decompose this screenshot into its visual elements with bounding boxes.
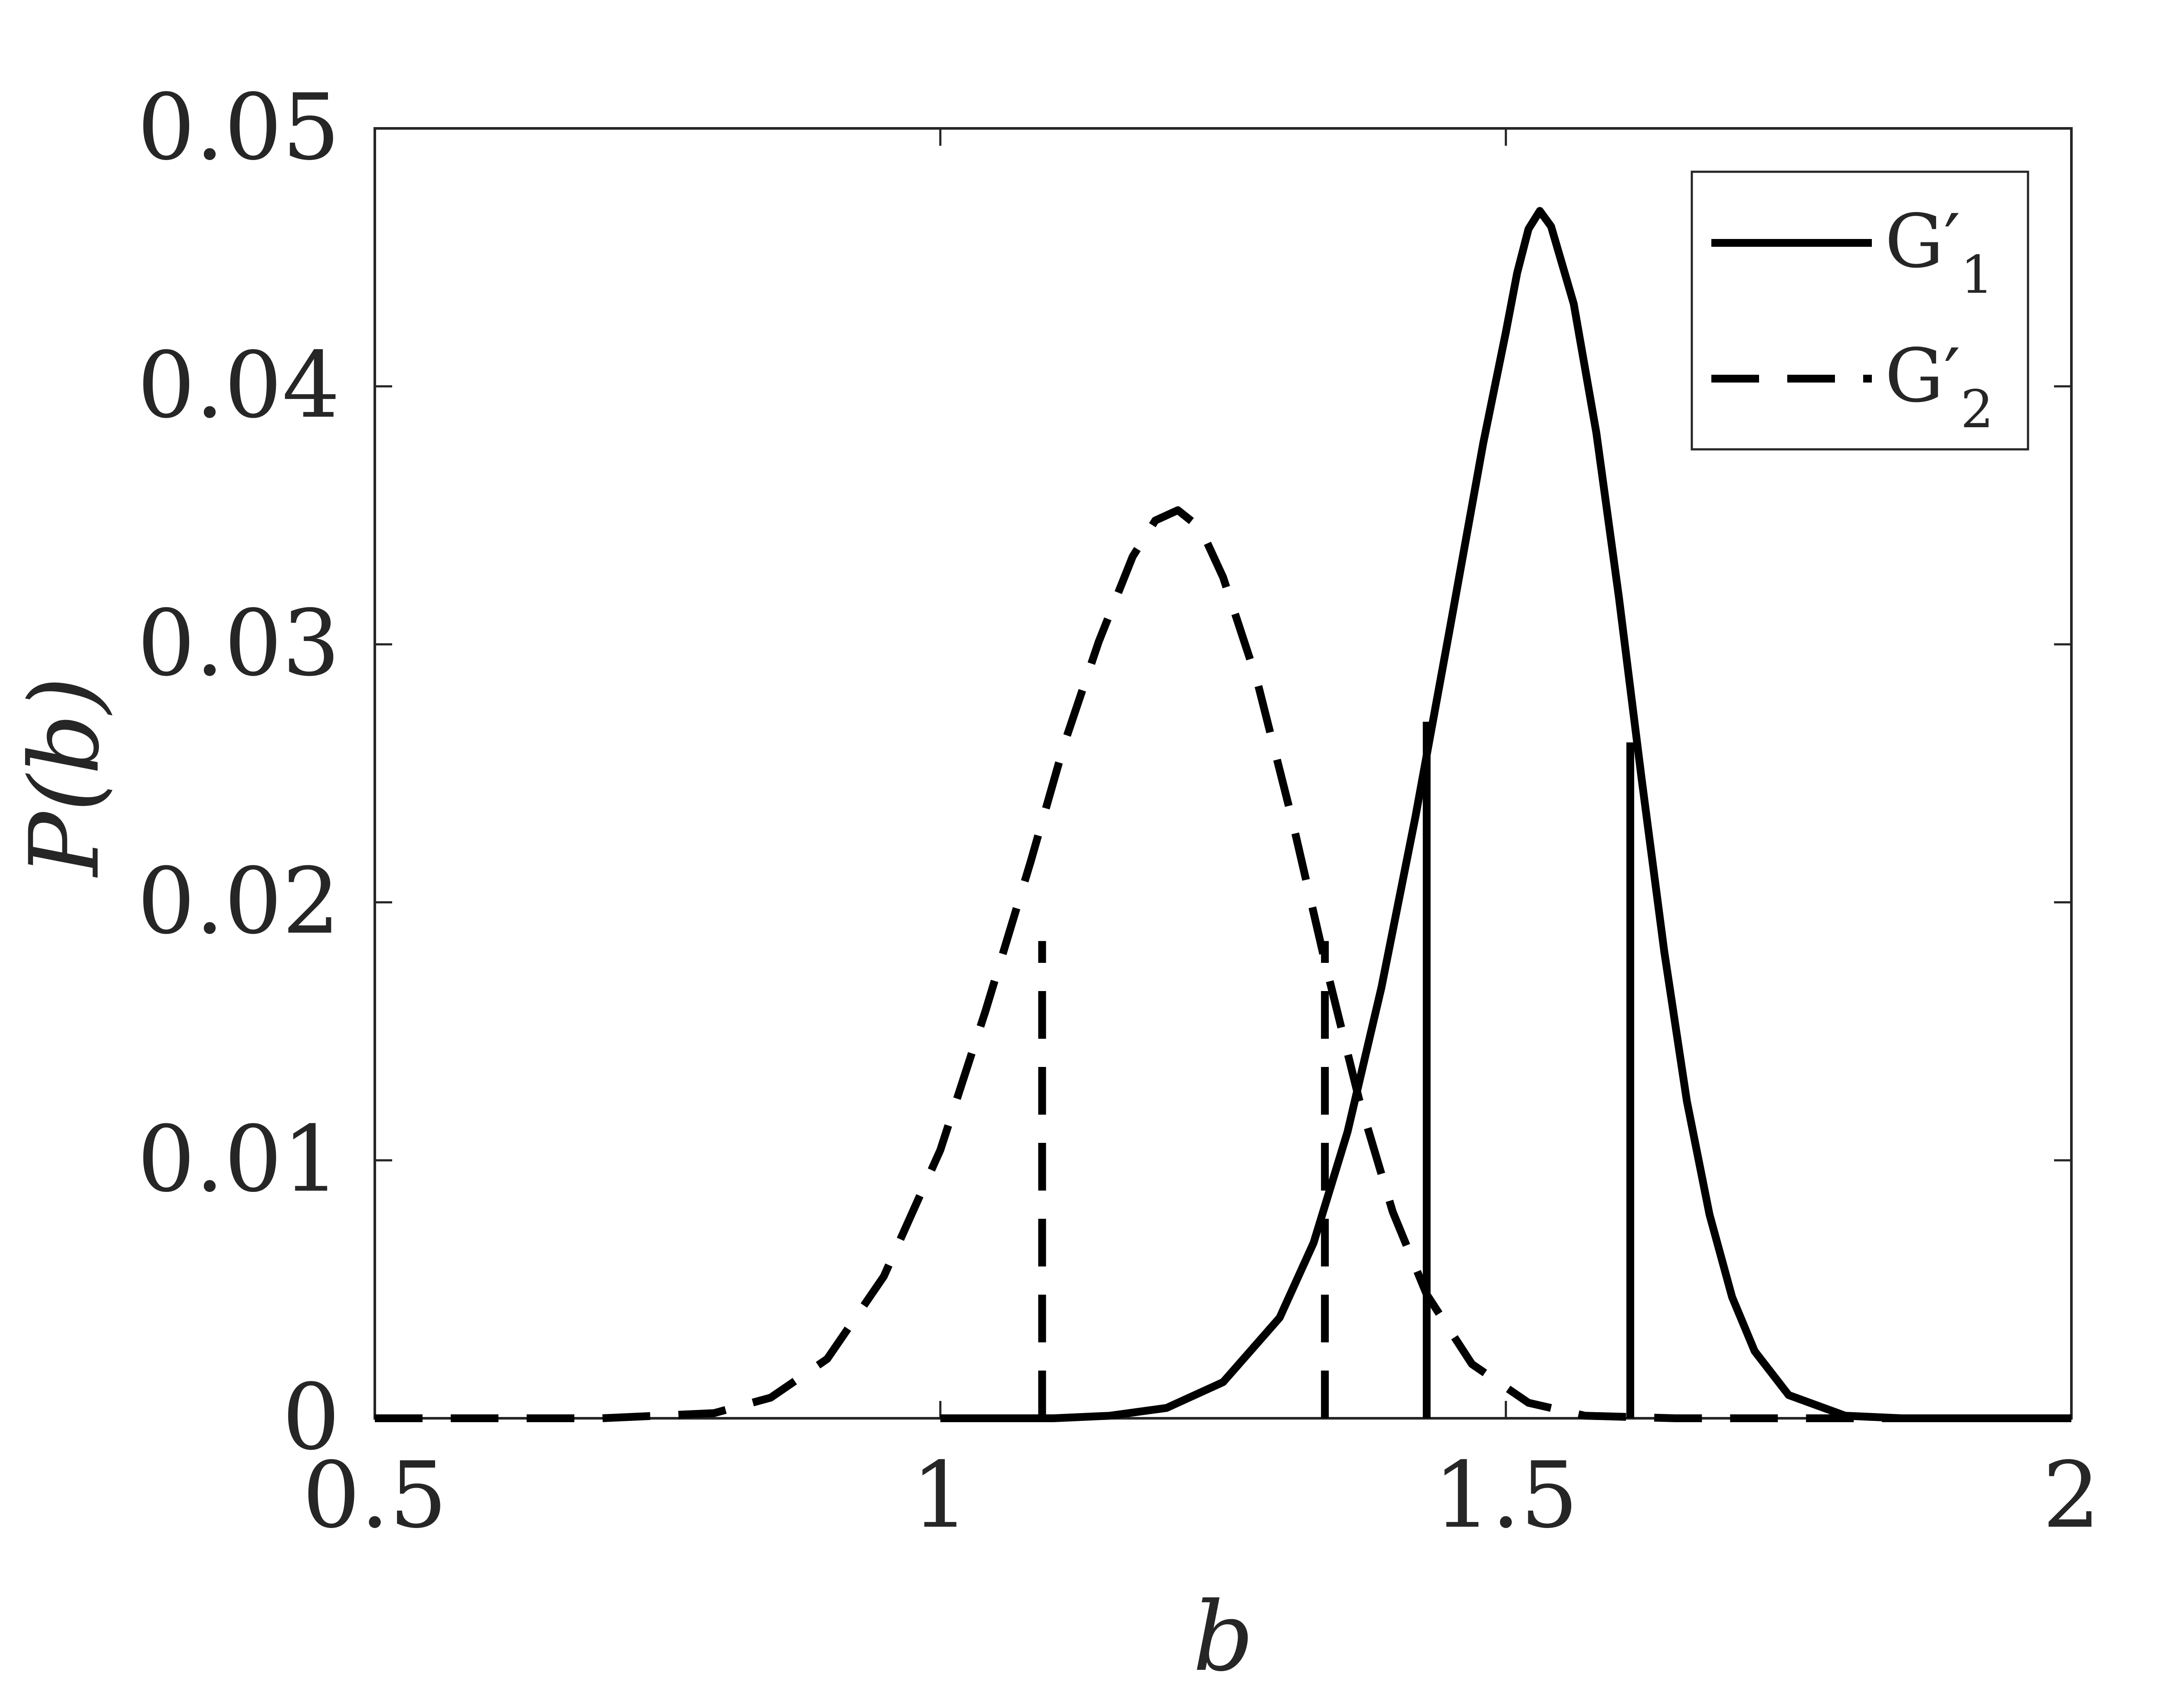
y-tick-label: 0.05 [137,74,340,180]
y-tick-label: 0.04 [137,332,340,438]
x-tick-label: 1 [911,1442,970,1548]
legend-label-g1: G′1 [1885,199,1994,305]
series-layer [375,207,2071,1422]
y-tick-label: 0 [282,1364,340,1470]
series-line-1 [940,207,2071,1422]
legend-label-g2: G′2 [1885,333,1994,440]
y-axis-title: P(b) [9,677,120,878]
x-axis-title: b [1193,1581,1254,1692]
x-tick-label: 1.5 [1433,1442,1578,1548]
x-tick-label: 0.5 [302,1442,447,1548]
y-tick-label: 0.02 [137,848,340,954]
legend: G′1 G′2 [1691,170,2029,451]
tick-labels-layer: 0.5 1 1.5 2 0 0.01 0.02 0.03 0.04 0.05 [137,74,2100,1548]
x-tick-label: 2 [2042,1442,2100,1548]
legend-box [1691,170,2029,451]
legend-label-g1-base: G′ [1885,199,1960,285]
legend-label-g2-base: G′ [1885,333,1960,419]
series-line-2 [375,506,2071,1422]
legend-label-g2-sub: 2 [1960,380,1993,440]
y-tick-label: 0.03 [137,590,340,697]
y-tick-label: 0.01 [137,1106,340,1212]
legend-label-g1-sub: 1 [1960,245,1993,305]
plot-area [374,127,2073,1420]
